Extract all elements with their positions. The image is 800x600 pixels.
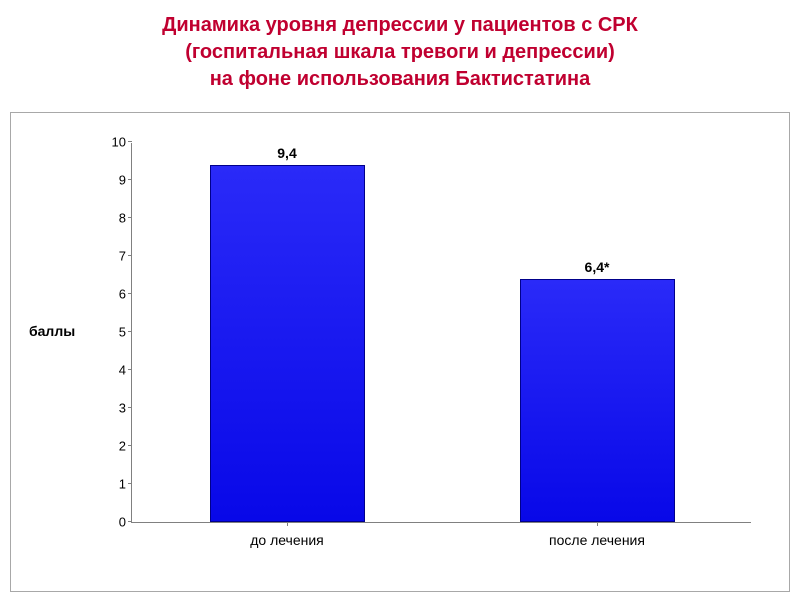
- y-tick-mark: [128, 331, 132, 332]
- chart-title: Динамика уровня депрессии у пациентов с …: [0, 0, 800, 101]
- y-tick-mark: [128, 407, 132, 408]
- y-tick-label: 1: [119, 477, 126, 492]
- x-tick-mark: [597, 522, 598, 526]
- y-tick-label: 10: [112, 135, 126, 150]
- chart-frame: баллы 0123456789109,4до лечения6,4*после…: [10, 112, 790, 592]
- y-tick-mark: [128, 445, 132, 446]
- title-line-2: (госпитальная шкала тревоги и депрессии): [185, 41, 615, 63]
- y-tick-mark: [128, 483, 132, 484]
- y-tick-label: 7: [119, 249, 126, 264]
- y-tick-label: 8: [119, 211, 126, 226]
- y-tick-label: 6: [119, 287, 126, 302]
- y-tick-label: 3: [119, 401, 126, 416]
- y-tick-label: 2: [119, 439, 126, 454]
- title-line-1: Динамика уровня депрессии у пациентов с …: [162, 14, 638, 36]
- y-tick-label: 4: [119, 363, 126, 378]
- plot-area: 0123456789109,4до лечения6,4*после лечен…: [131, 143, 751, 523]
- bar: [210, 165, 365, 522]
- y-tick-mark: [128, 217, 132, 218]
- y-tick-label: 0: [119, 515, 126, 530]
- y-axis-label: баллы: [29, 323, 75, 339]
- y-tick-label: 9: [119, 173, 126, 188]
- y-tick-mark: [128, 141, 132, 142]
- y-tick-mark: [128, 293, 132, 294]
- y-tick-mark: [128, 179, 132, 180]
- x-category-label: после лечения: [549, 532, 645, 548]
- y-tick-mark: [128, 369, 132, 370]
- y-tick-label: 5: [119, 325, 126, 340]
- bar: [520, 279, 675, 522]
- y-tick-mark: [128, 255, 132, 256]
- x-category-label: до лечения: [250, 532, 324, 548]
- title-line-3: на фоне использования Бактистатина: [210, 68, 591, 90]
- y-tick-mark: [128, 521, 132, 522]
- bar-value-label: 6,4*: [585, 259, 610, 275]
- bar-value-label: 9,4: [277, 145, 296, 161]
- x-tick-mark: [287, 522, 288, 526]
